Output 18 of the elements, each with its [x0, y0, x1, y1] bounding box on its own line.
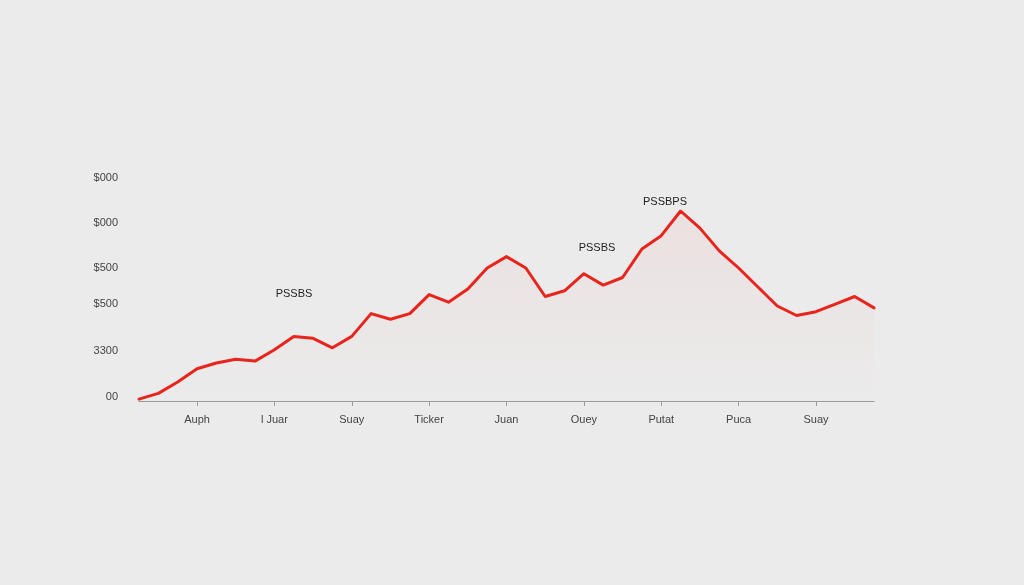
text: 3300	[93, 343, 119, 356]
annotation: PSSBS	[578, 240, 616, 253]
x-tick-label: l Juar	[260, 412, 289, 425]
x-tick-label: Puca	[726, 412, 753, 425]
annotation: PSSBS	[275, 286, 313, 299]
text: 00	[105, 389, 119, 402]
x-tick-label: Ouey	[570, 412, 598, 425]
text: $500	[93, 296, 119, 309]
x-tick-label: Suay	[339, 412, 365, 425]
text: $000	[93, 170, 119, 183]
x-tick-label: Juan	[494, 412, 519, 425]
x-tick-label: Putat	[648, 412, 675, 425]
x-tick-label: Suay	[803, 412, 830, 425]
text: PSSBPS	[642, 194, 688, 207]
x-tick-label: Ticker	[414, 412, 445, 425]
text: $500	[93, 260, 119, 273]
x-tick-label: Auph	[184, 412, 210, 425]
text: $000	[93, 215, 119, 228]
